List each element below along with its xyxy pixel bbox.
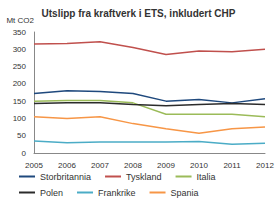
svg-text:50: 50 <box>17 131 26 140</box>
svg-text:2009: 2009 <box>157 161 175 170</box>
svg-text:2011: 2011 <box>223 161 241 170</box>
svg-text:2007: 2007 <box>91 161 109 170</box>
svg-text:Italia: Italia <box>197 172 216 182</box>
svg-text:250: 250 <box>13 62 27 71</box>
svg-text:Spania: Spania <box>171 188 199 198</box>
svg-text:300: 300 <box>13 45 27 54</box>
svg-text:2006: 2006 <box>58 161 76 170</box>
svg-text:2010: 2010 <box>190 161 208 170</box>
svg-text:Mt CO2: Mt CO2 <box>6 16 34 25</box>
svg-text:150: 150 <box>13 97 27 106</box>
svg-text:Tyskland: Tyskland <box>126 172 162 182</box>
svg-text:Utslipp fra kraftverk i ETS, i: Utslipp fra kraftverk i ETS, inkludert C… <box>42 8 236 19</box>
svg-text:100: 100 <box>13 114 27 123</box>
svg-text:2012: 2012 <box>256 161 274 170</box>
svg-text:0: 0 <box>22 149 27 158</box>
svg-text:350: 350 <box>13 28 27 37</box>
svg-text:Storbritannia: Storbritannia <box>40 172 91 182</box>
svg-text:Frankrike: Frankrike <box>98 188 136 198</box>
svg-text:2008: 2008 <box>124 161 142 170</box>
svg-text:Polen: Polen <box>40 188 63 198</box>
svg-text:2005: 2005 <box>25 161 43 170</box>
svg-text:200: 200 <box>13 79 27 88</box>
